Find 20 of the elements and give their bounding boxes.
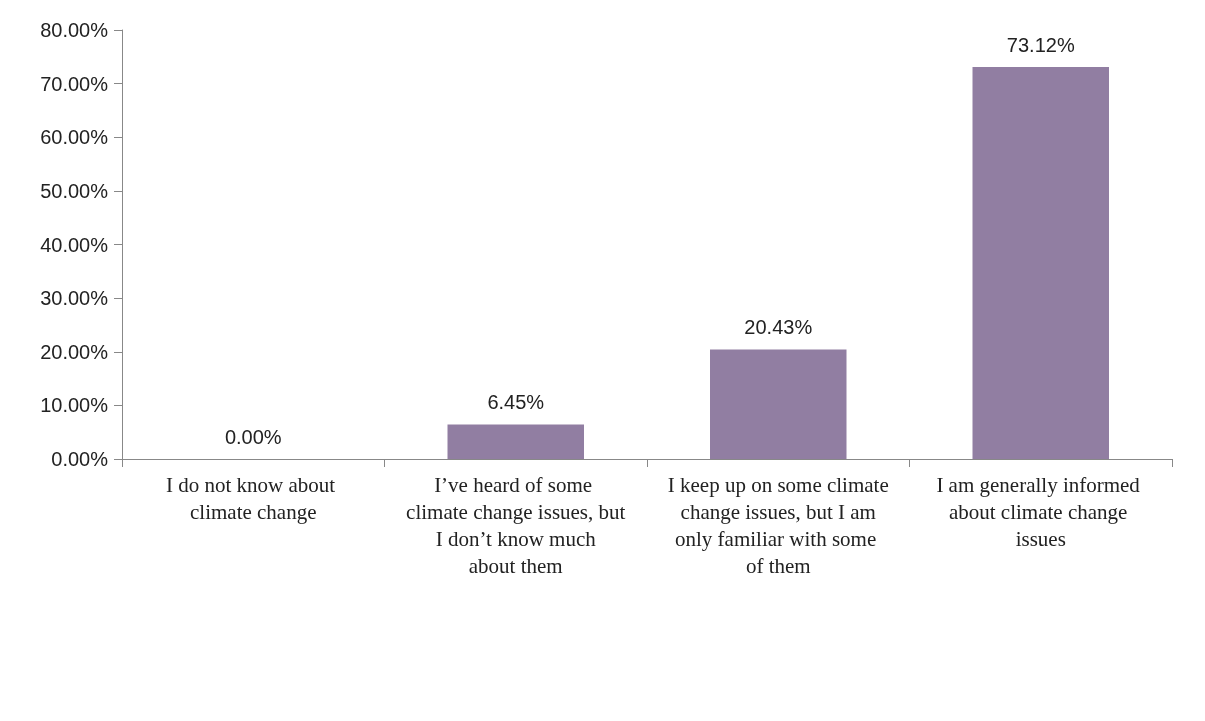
y-tick-label: 60.00% — [40, 126, 109, 149]
y-tick-label: 30.00% — [40, 287, 109, 310]
x-tick-label: I keep up on some climate change issues, but I am only familiar with some of them — [667, 472, 889, 578]
data-label: 0.00% — [224, 426, 282, 448]
y-tick-label: 40.00% — [40, 233, 109, 256]
x-tick-label: I do not know about climate change — [166, 472, 341, 524]
data-label: 6.45% — [487, 391, 545, 414]
y-tick-label: 0.00% — [51, 448, 109, 470]
y-tick-label: 70.00% — [40, 72, 109, 95]
y-tick-label: 20.00% — [40, 340, 109, 363]
bar — [710, 349, 847, 459]
x-tick-label: I am generally informed about climate change issues — [936, 472, 1146, 551]
y-tick-label: 80.00% — [40, 19, 109, 41]
bar — [447, 424, 584, 459]
x-tick-label: I’ve heard of some climate change issues, but I don’t know much about them — [406, 472, 626, 578]
y-tick-label: 50.00% — [40, 179, 109, 202]
y-tick-label: 10.00% — [40, 394, 109, 417]
data-label: 73.12% — [1006, 33, 1075, 56]
bar — [972, 66, 1109, 459]
data-label: 20.43% — [744, 316, 813, 339]
